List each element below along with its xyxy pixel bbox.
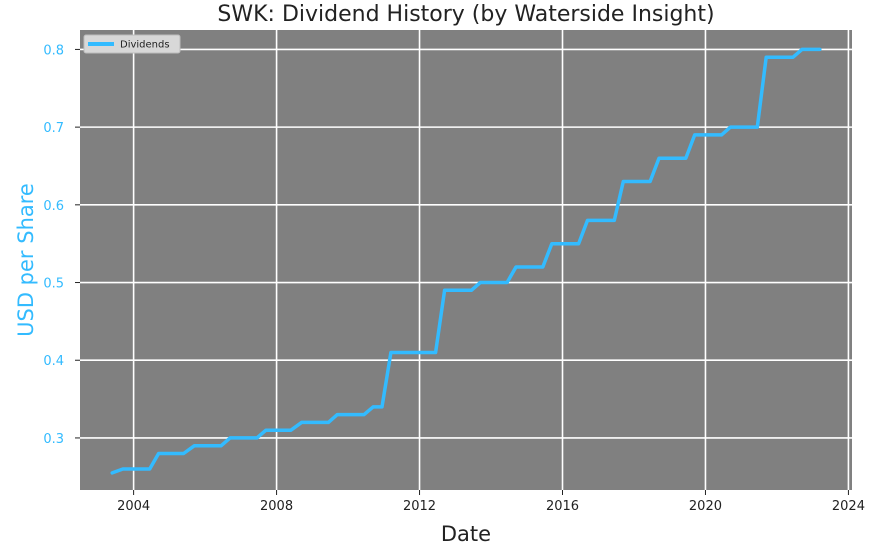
y-tick-label: 0.5: [43, 277, 64, 292]
legend: Dividends: [83, 34, 181, 54]
chart-title: SWK: Dividend History (by Waterside Insi…: [217, 2, 714, 27]
legend-label-dividends: Dividends: [120, 40, 170, 51]
x-tick-label: 2004: [117, 499, 150, 514]
y-tick-label: 0.8: [43, 43, 64, 58]
x-axis-ticks: 2004 2008 2012 2016 2020 2024: [117, 490, 865, 514]
x-tick-label: 2012: [403, 499, 436, 514]
y-tick-label: 0.4: [43, 354, 64, 369]
y-tick-label: 0.3: [43, 432, 64, 447]
series-group: [110, 47, 822, 475]
plot-area: [80, 30, 852, 490]
y-axis-ticks: 0.3 0.4 0.5 0.6 0.7 0.8: [43, 43, 80, 447]
x-axis-label: Date: [441, 522, 491, 546]
x-tick-label: 2020: [689, 499, 722, 514]
x-tick-label: 2024: [832, 499, 865, 514]
x-tick-label: 2016: [546, 499, 579, 514]
y-tick-label: 0.7: [43, 121, 64, 136]
series-line-dividends: [110, 47, 822, 475]
x-tick-label: 2008: [260, 499, 293, 514]
legend-box: [83, 34, 181, 54]
grid-lines: [80, 30, 852, 490]
y-axis-label: USD per Share: [14, 183, 38, 337]
y-tick-label: 0.6: [43, 199, 64, 214]
